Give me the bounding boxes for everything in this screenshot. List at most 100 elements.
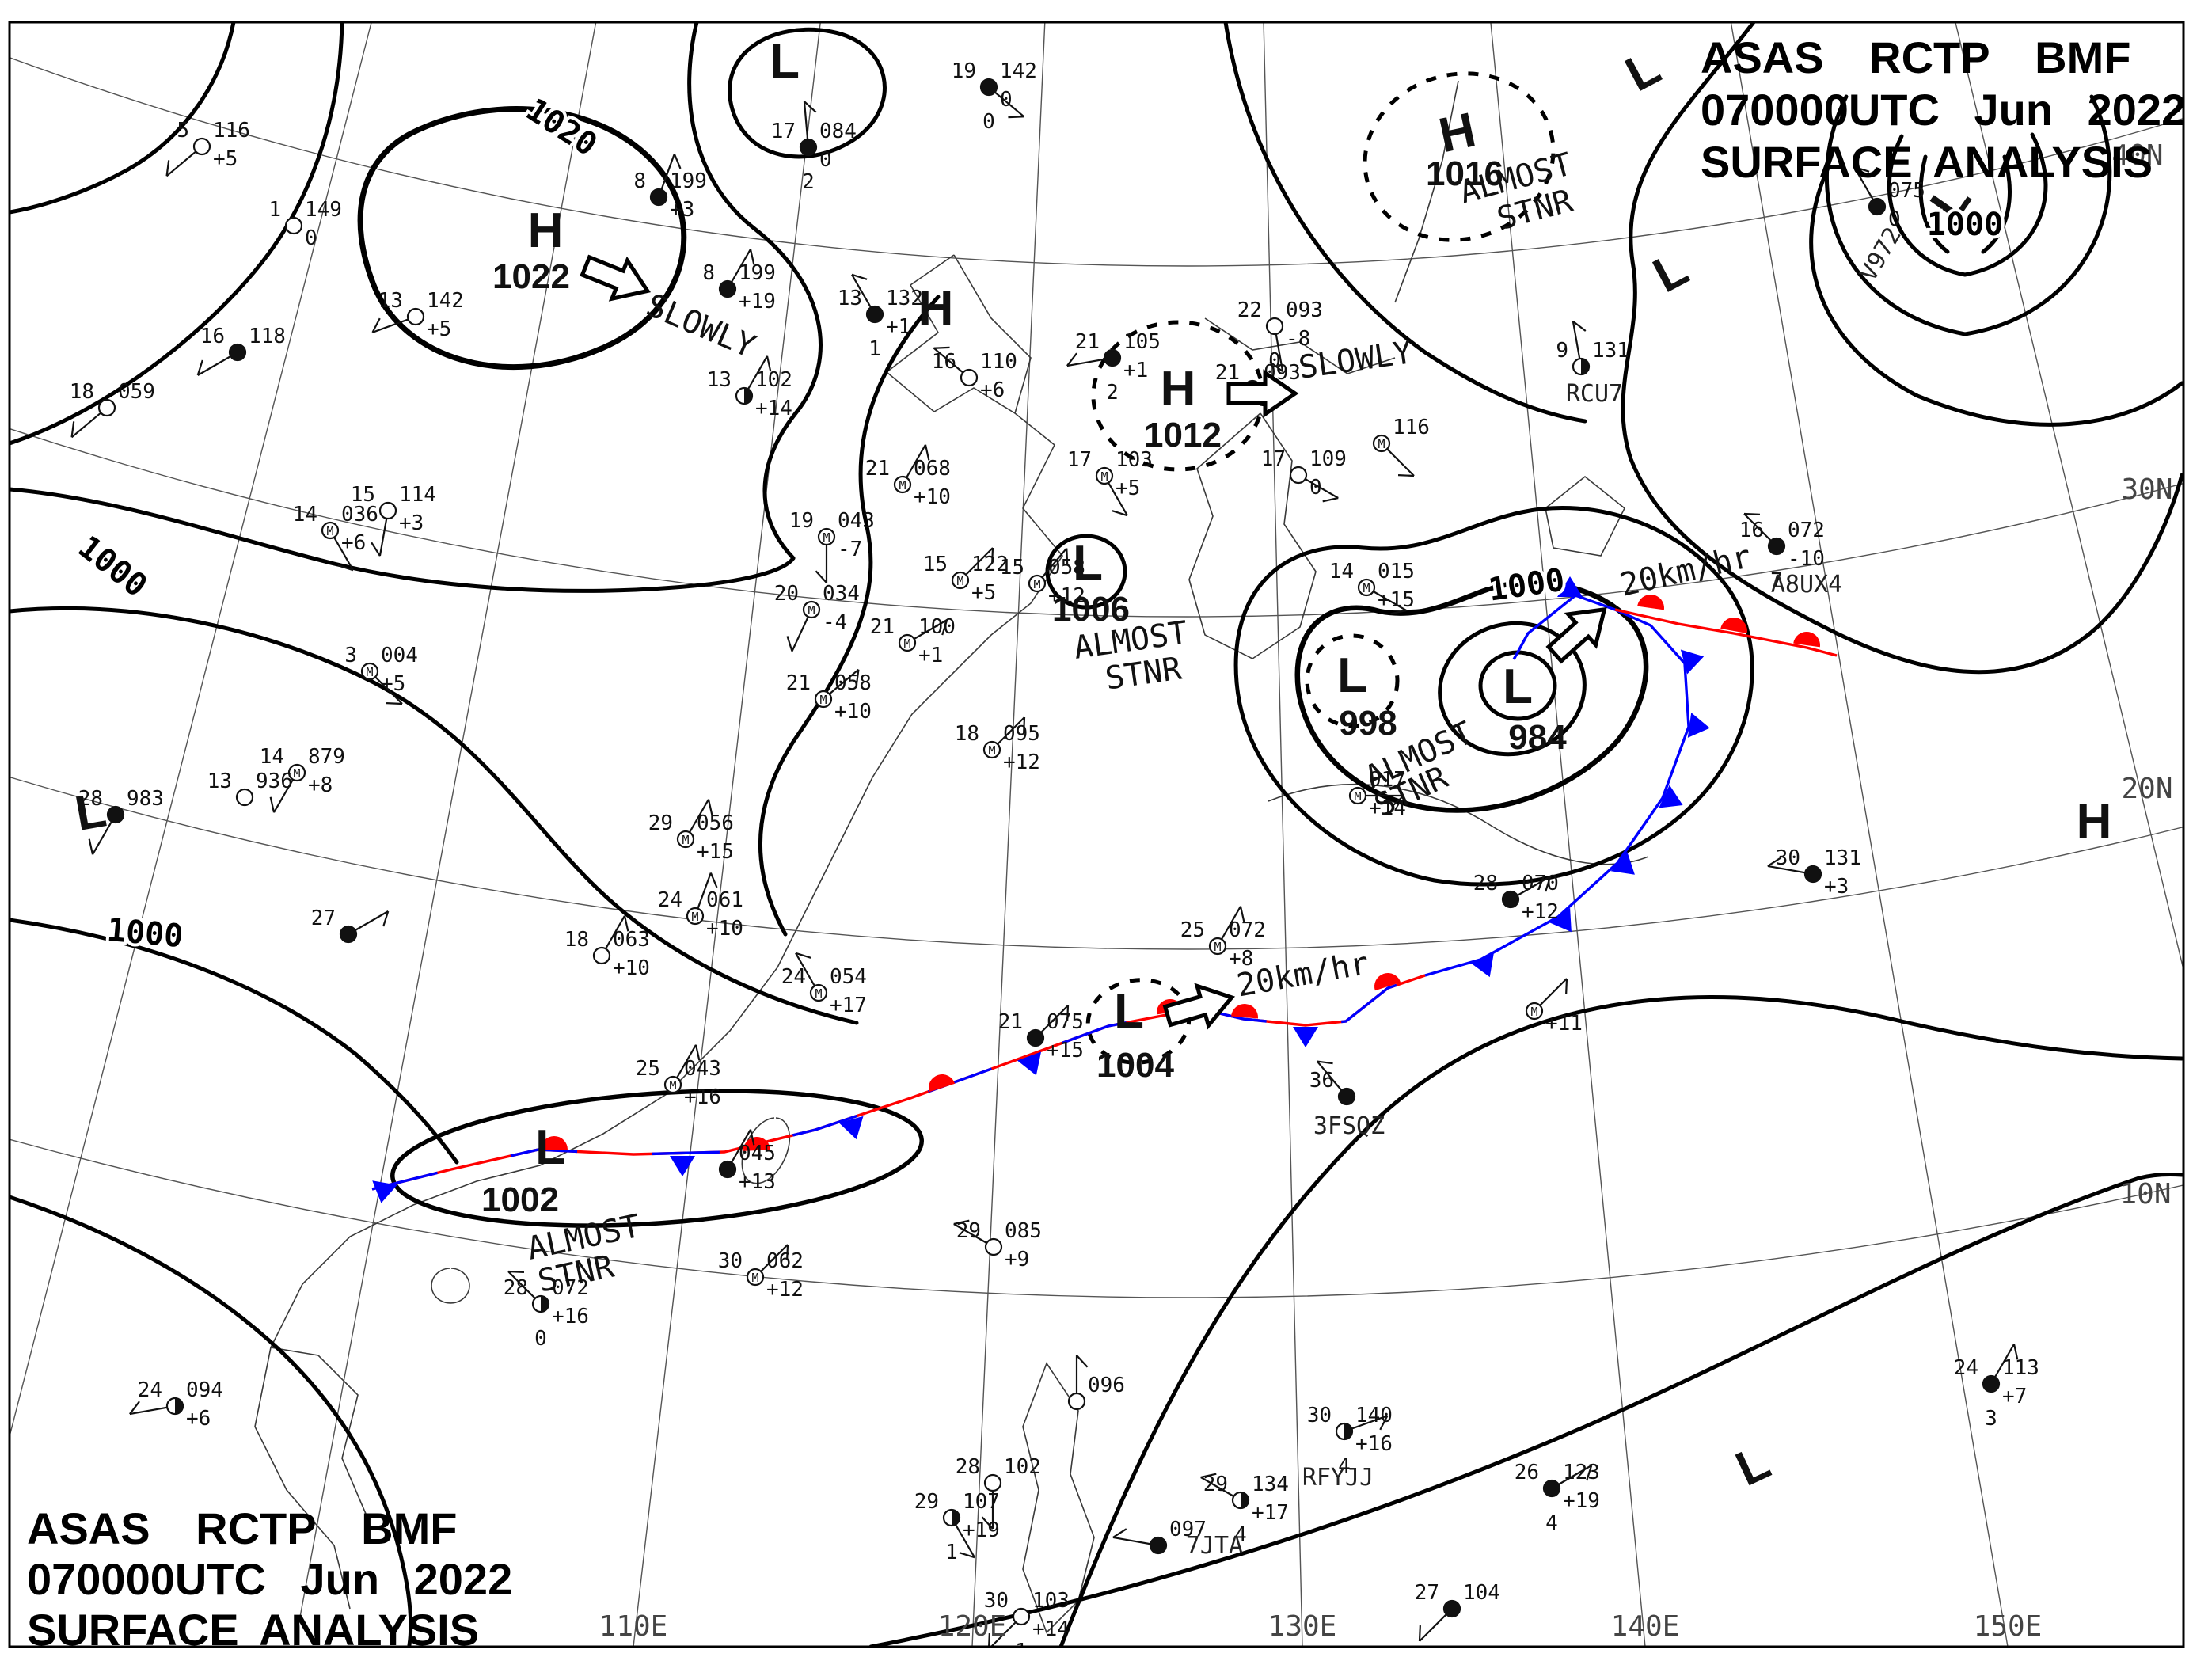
map-text: 123 — [1563, 1461, 1600, 1484]
map-text: +9 — [1005, 1248, 1029, 1271]
high-pressure-center: H — [918, 281, 954, 336]
map-text: 17 — [1067, 448, 1092, 472]
wind-barb — [1112, 1528, 1127, 1538]
map-text: 22 — [1237, 298, 1262, 322]
map-text: 1 — [868, 337, 881, 361]
map-text: M — [1354, 789, 1361, 804]
map-text: M — [682, 833, 689, 847]
cold-front-line — [1424, 608, 1690, 977]
dotted-isobar — [1363, 71, 1556, 242]
map-text: 24 — [138, 1378, 162, 1402]
map-text: 134 — [1252, 1473, 1289, 1496]
wind-barb — [382, 910, 390, 927]
wind-barb — [1066, 1005, 1070, 1022]
dotted-isobar — [1305, 633, 1400, 728]
station-plot: 17 109 0 — [1261, 447, 1347, 503]
wind-barb — [1853, 165, 1870, 173]
station-circle — [649, 188, 668, 207]
station-plot: M 14 015 +15 — [1329, 560, 1415, 615]
map-text: 110 — [980, 350, 1017, 374]
map-text: 17 — [771, 120, 796, 143]
map-text: 0 — [982, 110, 995, 134]
map-text: +10 — [706, 917, 743, 941]
station-plot: 1 149 0 — [268, 198, 342, 250]
title-top-right: ASAS RCTP BMF 070000UTC Jun 2022 SURFACE… — [1701, 32, 2186, 187]
map-text: 102 — [755, 368, 792, 392]
station-circle — [893, 475, 912, 494]
station-plot: M 24 061 +10 — [658, 872, 743, 941]
map-text: M — [751, 1271, 758, 1285]
station-plot: M 116 — [1372, 416, 1430, 477]
station-plot: 13 936 — [207, 770, 293, 807]
map-text: 034 — [823, 582, 860, 606]
map-text: 0 — [1268, 349, 1281, 373]
low-pressure-center: L — [71, 783, 110, 842]
station-half-cover — [1241, 1492, 1249, 1508]
map-text: 40N — [2111, 139, 2163, 172]
station-half-cover — [175, 1398, 183, 1414]
station-plot: 16 118 — [196, 325, 286, 376]
station-plot: M 20 034 -4 — [774, 582, 860, 652]
map-text: 30 — [1776, 846, 1800, 870]
map-text: 1020 — [519, 92, 603, 164]
map-text: 25 — [1180, 918, 1205, 942]
wind-barb — [709, 872, 718, 888]
map-text: M — [899, 478, 906, 492]
map-text: 16 — [932, 350, 956, 374]
map-text: 1000 — [1486, 562, 1567, 609]
wind-barb — [386, 702, 403, 705]
warm-front-pip — [1637, 595, 1664, 610]
station-circle — [1337, 1087, 1356, 1106]
map-text: +1 — [886, 315, 910, 339]
warm-front-pip — [541, 1136, 568, 1150]
wind-barb — [851, 273, 868, 280]
station-circle — [718, 1160, 737, 1179]
map-text: +3 — [399, 511, 424, 535]
cold-front-stub — [1512, 594, 1616, 660]
map-text: 29 — [1203, 1473, 1228, 1496]
wind-barb — [749, 1129, 755, 1146]
map-text: M — [903, 637, 910, 651]
map-text: +19 — [1563, 1489, 1600, 1513]
map-text: M — [366, 665, 373, 679]
station-circle — [898, 633, 917, 652]
station-plot: M 21 100 +1 — [870, 615, 956, 667]
station-plot: 26 123 +194 — [1515, 1461, 1600, 1535]
map-text: 1012 — [1144, 416, 1222, 454]
wind-barb — [1112, 510, 1128, 517]
wind-barb — [507, 1270, 525, 1273]
map-text: 036 — [341, 503, 378, 526]
map-text: +14 — [1032, 1617, 1070, 1641]
isobar — [1233, 506, 1754, 887]
map-text: +8 — [308, 773, 333, 797]
map-text: 30 — [1307, 1404, 1332, 1427]
station-plot: M3 004 +5 — [344, 644, 418, 705]
station-circle — [287, 763, 306, 782]
station-plot: 29 085 +9 — [953, 1219, 1042, 1271]
low-pressure-center: L — [1728, 1435, 1778, 1497]
coastline — [254, 254, 1063, 1610]
station-circle — [1012, 1607, 1031, 1626]
map-frame — [8, 21, 2185, 1648]
map-text: 118 — [249, 325, 286, 348]
map-text: 0 — [1000, 88, 1013, 112]
map-text: 093 — [1286, 298, 1323, 322]
map-text: 058 — [1048, 556, 1085, 580]
isobar — [10, 487, 796, 593]
coastline — [1022, 1362, 1095, 1634]
wind-barb — [1545, 876, 1552, 892]
coastline — [1188, 412, 1317, 659]
cold-front-pip — [1470, 953, 1494, 978]
map-text: 21 — [865, 457, 890, 481]
isobar — [758, 295, 941, 937]
map-text: 21 — [1075, 330, 1100, 354]
station-circle — [1028, 574, 1047, 593]
wind-barb — [786, 636, 793, 652]
map-text: M — [326, 524, 333, 538]
low-pressure-center: L 984 — [1503, 659, 1567, 757]
isobar — [687, 22, 823, 561]
station-circle — [686, 907, 705, 926]
station-circle — [1026, 1028, 1045, 1047]
